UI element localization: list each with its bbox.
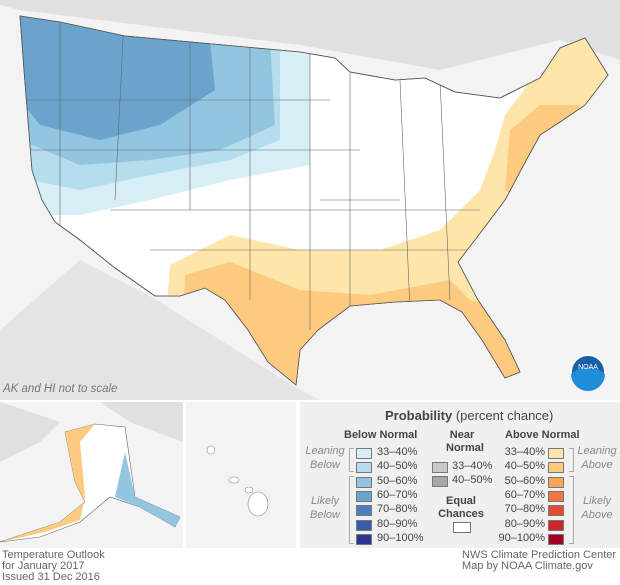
map-title: Temperature Outlook for January 2017 Issue… xyxy=(2,549,105,583)
above-label: 40–50% xyxy=(504,460,545,473)
above-swatch xyxy=(548,533,564,545)
legend-title: Probability xyxy=(385,408,453,423)
legend-subtitle: (percent chance) xyxy=(455,408,554,423)
legend: Probability (percent chance) Below Norma… xyxy=(300,402,620,548)
noaa-logo: NOAA xyxy=(570,354,606,391)
likely-above-label: Likely Above xyxy=(581,495,613,521)
below-swatch xyxy=(356,490,372,502)
below-swatch xyxy=(356,462,372,474)
below-label: 60–70% xyxy=(377,488,418,501)
leaning-below-label: Leaning Below xyxy=(305,445,345,471)
above-swatch xyxy=(548,448,564,459)
alaska-inset xyxy=(0,402,183,548)
above-label: 90–100% xyxy=(498,531,546,544)
leaning-above-label: Leaning Above xyxy=(577,445,617,471)
equal-chances-swatch xyxy=(453,522,471,533)
above-label: 70–80% xyxy=(504,503,545,516)
below-swatch xyxy=(356,505,372,517)
above-label: 60–70% xyxy=(504,488,545,501)
below-label: 40–50% xyxy=(377,460,418,473)
above-swatch xyxy=(548,490,564,502)
contiguous-us-map: NOAA xyxy=(0,0,620,400)
below-header: Below Normal xyxy=(344,429,418,441)
above-label: 80–90% xyxy=(504,517,545,530)
below-label: 33–40% xyxy=(377,446,418,458)
near-swatch xyxy=(432,476,448,488)
equal-label-1: Equal xyxy=(446,495,476,507)
near-label: 33–40% xyxy=(452,460,493,472)
above-swatch xyxy=(548,505,564,517)
above-label: 50–60% xyxy=(504,474,545,487)
hawaii-inset xyxy=(186,402,296,548)
near-header-1: Near xyxy=(449,429,475,441)
near-header-2: Normal xyxy=(446,442,484,454)
likely-below-label: Likely Below xyxy=(310,495,340,521)
map-credit: NWS Climate Prediction Center Map by NOAA… xyxy=(462,549,617,572)
above-label: 33–40% xyxy=(504,446,545,458)
above-swatch xyxy=(548,476,564,488)
below-swatch xyxy=(356,476,372,488)
scale-note: AK and HI not to scale xyxy=(3,383,118,395)
below-label: 70–80% xyxy=(377,503,418,516)
equal-label-2: Chances xyxy=(438,508,484,520)
above-swatch xyxy=(548,519,564,531)
below-label: 50–60% xyxy=(377,474,418,487)
below-swatch xyxy=(356,519,372,531)
below-swatch xyxy=(356,533,372,545)
above-swatch xyxy=(548,462,564,474)
svg-text:NOAA: NOAA xyxy=(578,364,598,371)
near-label: 40–50% xyxy=(452,474,493,487)
above-header: Above Normal xyxy=(505,429,580,441)
near-swatch xyxy=(432,462,448,473)
below-swatch xyxy=(356,448,372,459)
below-label: 80–90% xyxy=(377,517,418,530)
below-label: 90–100% xyxy=(377,531,424,544)
